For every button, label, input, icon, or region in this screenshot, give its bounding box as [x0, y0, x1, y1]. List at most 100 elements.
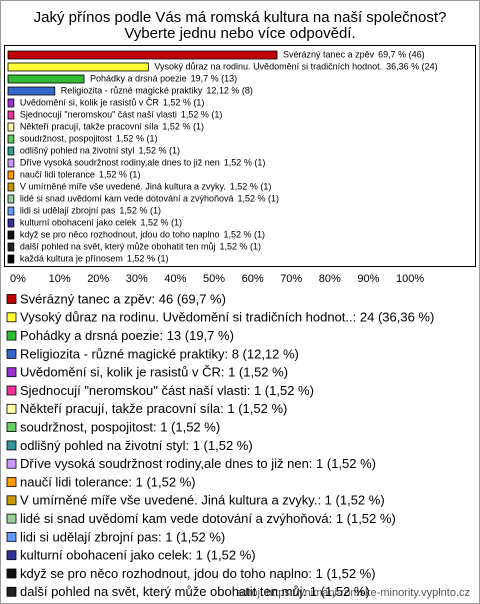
- legend-swatch: [6, 440, 17, 451]
- value-label: 1,52 % (1): [224, 230, 266, 240]
- bar: [7, 158, 15, 168]
- bar-category: lidé si snad uvědomí kam vede dotování a…: [20, 194, 234, 204]
- bar-label: když se pro něco rozhodnout, jdou do toh…: [20, 230, 265, 240]
- source: zdroj: https://vnimani-romske-minority.v…: [236, 587, 470, 599]
- legend-label: Pohádky a drsná poezie: 13 (19,7 %): [20, 328, 234, 343]
- x-tick-label: 30%: [126, 273, 148, 285]
- value-label: 1,52 % (1): [163, 98, 205, 108]
- value-label: 36,36 % (24): [386, 62, 438, 72]
- legend-swatch: [6, 422, 17, 433]
- bar-label: Vysoký důraz na rodinu. Uvědomění si tra…: [154, 62, 437, 72]
- value-label: 1,52 % (1): [99, 170, 141, 180]
- x-tick-label: 50%: [203, 273, 225, 285]
- bar: [7, 122, 15, 132]
- chart-title: Jaký přínos podle Vás má romská kultura …: [34, 9, 447, 26]
- chart-subtitle: Vyberte jednu nebo více odpovědí.: [124, 25, 355, 42]
- bar-category: kulturní obohacení jako celek: [20, 218, 137, 228]
- value-label: 1,52 % (1): [138, 146, 180, 156]
- legend-swatch: [6, 458, 17, 469]
- bar-label: Někteří pracují, takže pracovní síla 1,52…: [20, 122, 204, 132]
- legend-label: odlišný pohled na životní styl: 1 (1,52 …: [20, 438, 253, 453]
- x-tick-label: 20%: [87, 273, 109, 285]
- bar-category: V umírněné míře vše uvedené. Jiná kultur…: [20, 182, 226, 192]
- legend-swatch: [6, 477, 17, 487]
- bar-label: Religiozita - různé magické praktiky 12,1…: [61, 86, 253, 96]
- legend-label: každá kultura je přínosem: 1 (1,52 %): [20, 603, 236, 604]
- legend-swatch: [6, 312, 17, 323]
- legend-label: Svérázný tanec a zpěv: 46 (69,7 %): [20, 291, 226, 306]
- bar-category: další pohled na svět, který může obohati…: [20, 242, 216, 252]
- bar-label: Dříve vysoká soudržnost rodiny,ale dnes …: [20, 158, 265, 168]
- bar-category: Někteří pracují, takže pracovní síla: [20, 122, 159, 132]
- x-tick-label: 0%: [10, 273, 26, 285]
- legend-swatch: [6, 294, 17, 304]
- legend-swatch: [6, 367, 17, 378]
- bar: [7, 194, 15, 204]
- legend-label: Vysoký důraz na rodinu. Uvědomění si tra…: [20, 310, 434, 325]
- bar: [7, 110, 15, 120]
- value-label: 1,52 % (1): [238, 194, 280, 204]
- legend-swatch: [6, 495, 17, 506]
- value-label: 1,52 % (1): [116, 134, 158, 144]
- x-tick-label: 10%: [49, 273, 71, 285]
- x-tick-label: 40%: [164, 273, 186, 285]
- legend-swatch: [6, 550, 17, 561]
- value-label: 1,52 % (1): [140, 218, 182, 228]
- bar-label: lidi si udělají zbrojní pas 1,52 % (1): [20, 206, 161, 216]
- value-label: 19,7 % (13): [191, 74, 238, 84]
- bar: [7, 74, 85, 84]
- bar-label: Sjednocují "neromskou" část naší vlasti 1…: [20, 110, 223, 120]
- bar-category: Dříve vysoká soudržnost rodiny,ale dnes …: [20, 158, 220, 168]
- legend-label: Religiozita - různé magické praktiky: 8 …: [20, 346, 299, 361]
- bar: [7, 62, 149, 72]
- bar: [7, 50, 278, 60]
- x-tick-label: 90%: [357, 273, 379, 285]
- bar-label: lidé si snad uvědomí kam vede dotování a…: [20, 194, 279, 204]
- legend-label: V umírněné míře vše uvedené. Jiná kultur…: [20, 493, 385, 508]
- bar-category: když se pro něco rozhodnout, jdou do toh…: [20, 230, 220, 240]
- value-label: 12,12 % (8): [206, 86, 253, 96]
- legend-swatch: [6, 403, 17, 414]
- bar-category: každá kultura je přínosem: [20, 254, 123, 264]
- legend-swatch: [6, 568, 17, 579]
- value-label: 1,52 % (1): [230, 182, 272, 192]
- bar-category: Sjednocují "neromskou" část naší vlasti: [20, 110, 177, 120]
- legend-label: Uvědomění si, kolik je rasistů v ČR: 1 (…: [20, 365, 288, 380]
- bar: [7, 206, 15, 216]
- x-tick-label: 60%: [242, 273, 264, 285]
- bar-category: odlišný pohled na životní styl: [20, 146, 135, 156]
- value-label: 1,52 % (1): [181, 110, 223, 120]
- value-label: 1,52 % (1): [224, 158, 266, 168]
- legend-label: Sjednocují "neromskou" část naší vlasti:…: [20, 383, 314, 398]
- bar: [7, 134, 15, 144]
- bar-category: soudržnost, pospojitost: [20, 134, 113, 144]
- bar-label: každá kultura je přínosem 1,52 % (1): [20, 254, 169, 264]
- bar-category: Religiozita - různé magické praktiky: [61, 86, 203, 96]
- value-label: 69,7 % (46): [378, 50, 425, 60]
- bar-category: Svérázný tanec a zpěv: [283, 50, 375, 60]
- legend-label: kulturní obohacení jako celek: 1 (1,52 %…: [20, 548, 256, 563]
- bar-category: naučí lidi tolerance: [20, 170, 95, 180]
- bar-category: Vysoký důraz na rodinu. Uvědomění si tra…: [154, 62, 382, 72]
- bar: [7, 218, 15, 228]
- legend-swatch: [6, 385, 17, 396]
- bar: [7, 254, 15, 264]
- legend-label: lidi si udělají zbrojní pas: 1 (1,52 %): [20, 529, 225, 544]
- bar-category: Pohádky a drsná poezie: [90, 74, 187, 84]
- bar-label: naučí lidi tolerance 1,52 % (1): [20, 170, 141, 180]
- legend-label: Někteří pracují, takže pracovní síla: 1 …: [20, 401, 287, 416]
- bar: [7, 98, 15, 108]
- bar: [7, 230, 15, 240]
- bar-label: V umírněné míře vše uvedené. Jiná kultur…: [20, 182, 271, 192]
- bar-label: Uvědomění si, kolik je rasistů v ČR 1,52 …: [20, 98, 205, 108]
- bar-label: Pohádky a drsná poezie 19,7 % (13): [90, 74, 237, 84]
- bar: [7, 182, 15, 192]
- bar-label: Svérázný tanec a zpěv 69,7 % (46): [283, 50, 425, 60]
- legend-swatch: [6, 586, 17, 597]
- legend-label: Dříve vysoká soudržnost rodiny,ale dnes …: [20, 456, 376, 471]
- bar-label: odlišný pohled na životní styl 1,52 % (1): [20, 146, 180, 156]
- legend-label: když se pro něco rozhodnout, jdou do toh…: [20, 566, 376, 581]
- bar: [7, 146, 15, 156]
- legend-swatch: [6, 330, 17, 341]
